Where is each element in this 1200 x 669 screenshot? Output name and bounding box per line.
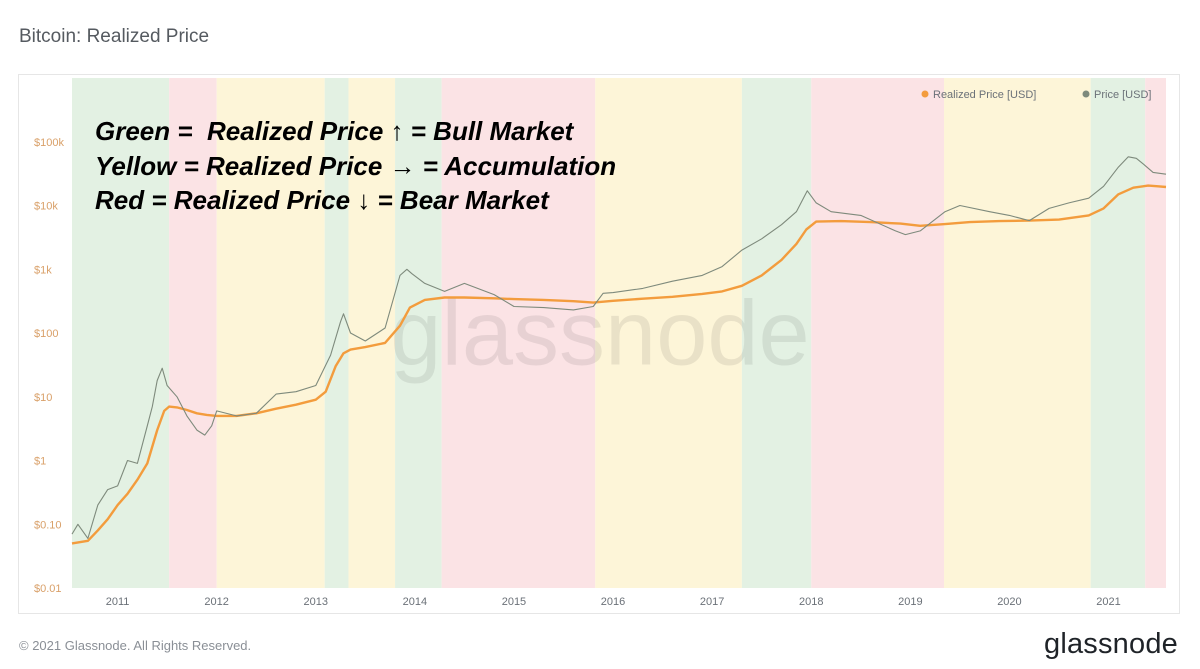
page-title: Bitcoin: Realized Price: [19, 26, 210, 47]
x-tick-label: 2014: [403, 596, 427, 608]
copyright-notice: © 2021 Glassnode. All Rights Reserved.: [19, 638, 252, 653]
regime-band-accumulation: [944, 78, 1091, 588]
regime-band-bull: [324, 78, 349, 588]
regime-band-accumulation: [348, 78, 396, 588]
y-tick-label: $1: [34, 456, 46, 468]
series-lines: [71, 156, 1167, 545]
regime-band-bull: [1090, 78, 1146, 588]
x-tick-label: 2016: [601, 596, 625, 608]
realized-price-line: [71, 184, 1167, 545]
annotation-accumulation: Yellow = Realized Price → = Accumulation: [95, 150, 617, 181]
x-tick-label: 2013: [304, 596, 328, 608]
regime-band-bull: [395, 78, 442, 588]
y-tick-label: $100k: [34, 137, 64, 149]
y-tick-label: $1k: [34, 264, 52, 276]
regime-band-bear: [441, 78, 596, 588]
annotation-bull: Green = Realized Price ↑ = Bull Market: [95, 116, 574, 146]
y-tick-label: $0.01: [34, 583, 62, 595]
regime-band-bear: [169, 78, 217, 588]
regime-band-bear: [811, 78, 945, 588]
x-tick-label: 2011: [106, 596, 130, 608]
regime-bands: [72, 78, 1166, 588]
legend-marker: [921, 90, 929, 98]
x-tick-label: 2017: [700, 596, 724, 608]
y-tick-label: $0.10: [34, 519, 62, 531]
y-tick-label: $100: [34, 328, 58, 340]
annotation-bear: Red = Realized Price ↓ = Bear Market: [95, 185, 549, 215]
x-tick-label: 2015: [502, 596, 526, 608]
y-tick-label: $10k: [34, 201, 58, 213]
glassnode-logo[interactable]: glassnode: [1043, 628, 1178, 660]
x-tick-label: 2021: [1096, 596, 1120, 608]
chart-legend: Realized Price [USD] Price [USD]: [921, 89, 1151, 101]
regime-band-bull: [741, 78, 812, 588]
x-tick-label: 2012: [204, 596, 228, 608]
legend-label[interactable]: Price [USD]: [1094, 89, 1151, 101]
chart-frame: [18, 74, 1180, 614]
x-tick-label: 2019: [898, 596, 922, 608]
legend-label[interactable]: Realized Price [USD]: [933, 89, 1036, 101]
watermark: glassnode: [390, 282, 809, 384]
y-axis: $0.01 $0.10 $1 $10 $100 $1k $10k $100k: [34, 137, 64, 595]
x-tick-label: 2018: [799, 596, 823, 608]
y-tick-label: $10: [34, 392, 52, 404]
x-axis: 2011 2012 2013 2014 2015 2016 2017 2018 2019 2020…: [106, 596, 1121, 608]
regime-band-accumulation: [216, 78, 325, 588]
x-tick-label: 2020: [997, 596, 1021, 608]
legend-marker: [1082, 90, 1090, 98]
regime-band-accumulation: [595, 78, 742, 588]
price-line: [71, 156, 1167, 539]
regime-annotation: Green = Realized Price ↑ = Bull Market Y…: [95, 114, 616, 218]
regime-band-bear: [1145, 78, 1166, 588]
